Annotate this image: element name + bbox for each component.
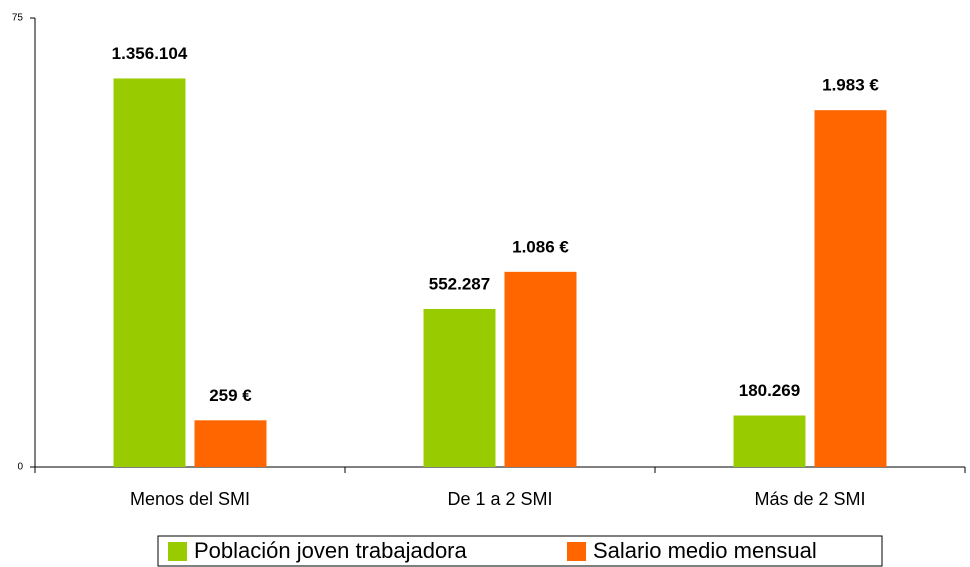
bar	[194, 420, 267, 467]
data-label: 259 €	[209, 386, 252, 405]
bar	[423, 308, 496, 467]
data-label: 1.086 €	[512, 237, 569, 256]
legend-box	[157, 535, 883, 567]
legend-label: Salario medio mensual	[593, 538, 817, 563]
data-label: 1.356.104	[112, 44, 188, 63]
x-tick-label: Más de 2 SMI	[754, 489, 865, 509]
data-label: 1.983 €	[822, 76, 879, 95]
bar	[733, 415, 806, 467]
bar	[504, 271, 577, 467]
legend-label: Población joven trabajadora	[194, 538, 468, 563]
x-tick-label: De 1 a 2 SMI	[447, 489, 552, 509]
bar	[814, 110, 887, 467]
data-label: 552.287	[429, 274, 490, 293]
data-label: 180.269	[739, 381, 800, 400]
x-tick-label: Menos del SMI	[130, 489, 250, 509]
bar	[113, 78, 186, 467]
y-tick-label: 75	[12, 13, 24, 24]
legend-swatch	[567, 542, 586, 561]
legend-swatch	[168, 542, 187, 561]
y-tick-label: 0	[17, 462, 23, 473]
